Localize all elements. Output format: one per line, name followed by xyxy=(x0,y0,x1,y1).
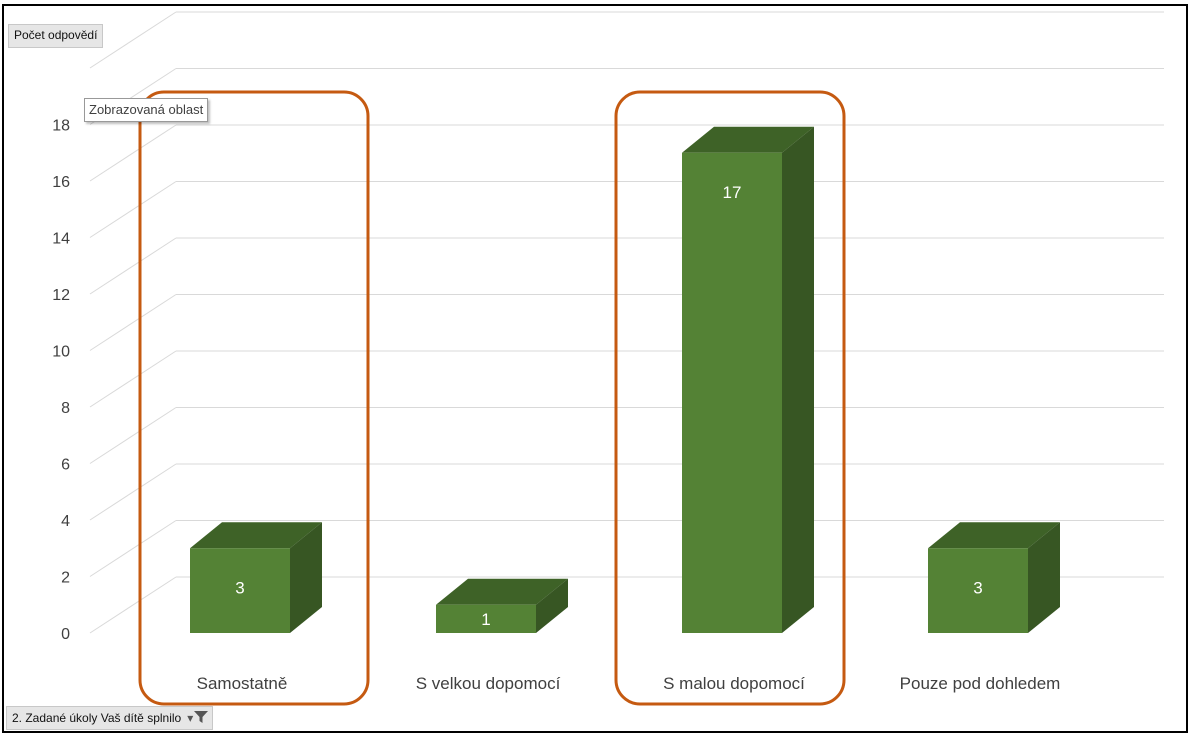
bar-side xyxy=(290,522,322,633)
bar xyxy=(682,126,814,633)
y-tick-label: 2 xyxy=(61,570,70,587)
bar-side xyxy=(1028,522,1060,633)
x-category-label: Samostatně xyxy=(197,674,288,693)
bar-front xyxy=(190,548,290,633)
grid-line-side xyxy=(89,463,177,521)
bar-side xyxy=(782,126,814,633)
grid-line-side xyxy=(89,294,177,351)
grid-line-side xyxy=(89,407,177,464)
highlight-outlines xyxy=(138,90,846,706)
data-label: 3 xyxy=(235,578,244,597)
data-label: 1 xyxy=(481,610,490,629)
grid-line-side xyxy=(89,350,177,408)
x-category-label: S velkou dopomocí xyxy=(416,674,561,693)
axis-field-filter-button[interactable]: 2. Zadané úkoly Vaš dítě splnilo ▾ xyxy=(6,706,214,730)
bars xyxy=(190,126,1060,633)
y-tick-label: 16 xyxy=(52,174,70,191)
bar xyxy=(928,522,1060,633)
grid-line-side xyxy=(89,520,177,577)
grid-line-side xyxy=(89,576,177,634)
x-axis-categories: Samostatně S velkou dopomocí S malou dopom… xyxy=(197,674,1061,693)
bar-top xyxy=(682,126,814,153)
bar xyxy=(436,578,568,633)
y-tick-label: 10 xyxy=(52,344,70,361)
x-category-label: Pouze pod dohledem xyxy=(900,674,1061,693)
bar-top xyxy=(190,522,322,549)
data-label: 3 xyxy=(973,578,982,597)
y-tick-label: 0 xyxy=(61,626,70,643)
y-tick-label: 4 xyxy=(61,513,70,530)
bar-side xyxy=(536,578,568,633)
filter-icon[interactable]: ▾ xyxy=(187,710,209,726)
bar xyxy=(190,522,322,633)
y-tick-label: 8 xyxy=(61,400,70,417)
values-field-label: Počet odpovědí xyxy=(14,28,98,42)
grid-line-side xyxy=(89,181,177,238)
y-tick-label: 18 xyxy=(52,118,70,135)
bar-top xyxy=(436,578,568,605)
bar-front xyxy=(436,604,536,633)
bar-front xyxy=(682,152,782,633)
bar-front xyxy=(928,548,1028,633)
data-label: 17 xyxy=(723,183,742,202)
highlight-outline xyxy=(138,90,370,706)
grid-line-side xyxy=(89,237,177,295)
axis-field-label: 2. Zadané úkoly Vaš dítě splnilo xyxy=(12,711,182,725)
x-category-label: S malou dopomocí xyxy=(663,674,805,693)
values-field-button[interactable]: Počet odpovědí xyxy=(8,24,104,48)
y-axis-ticks: 0 2 4 6 8 10 12 14 16 18 xyxy=(52,118,70,644)
tooltip-text: Zobrazovaná oblast xyxy=(89,102,204,117)
grid-line-side xyxy=(89,124,177,182)
bar-top xyxy=(928,522,1060,549)
plot-area-tooltip: Zobrazovaná oblast xyxy=(84,98,209,122)
y-tick-label: 14 xyxy=(52,231,70,248)
grid-line-side xyxy=(89,11,177,69)
grid-lines xyxy=(89,11,1164,634)
highlight-outline xyxy=(614,90,846,706)
y-tick-label: 6 xyxy=(61,457,70,474)
y-tick-label: 12 xyxy=(52,287,70,304)
